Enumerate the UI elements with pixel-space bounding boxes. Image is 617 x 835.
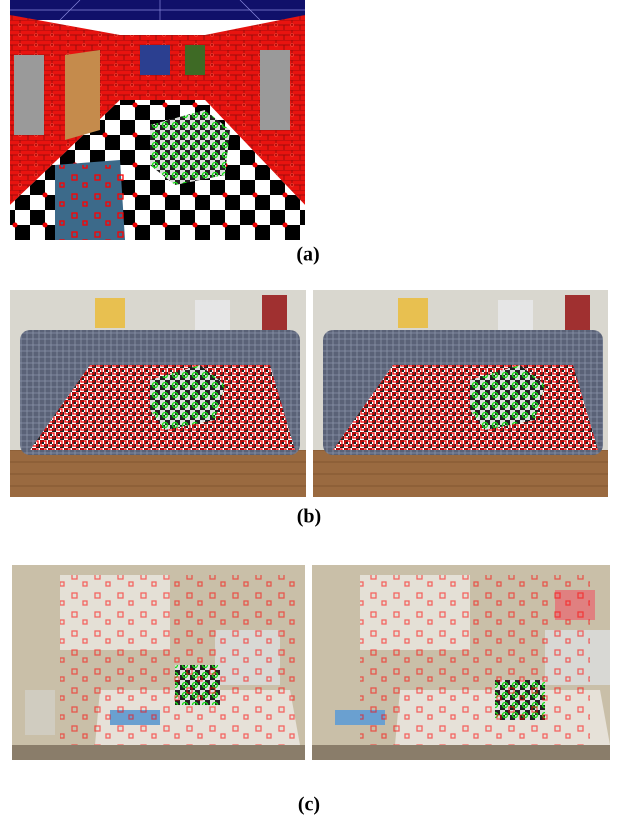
image — [313, 290, 608, 497]
image — [10, 290, 306, 497]
image — [312, 565, 610, 760]
panel-label: (c) — [298, 794, 320, 816]
image — [12, 565, 305, 760]
figure: (a) (b) — [0, 0, 617, 830]
page: {"figure": {"panels": [{"label": "(a)"},… — [0, 0, 617, 830]
image — [10, 0, 305, 240]
panel-label: (b) — [297, 506, 321, 528]
panel-label: (a) — [296, 244, 319, 266]
